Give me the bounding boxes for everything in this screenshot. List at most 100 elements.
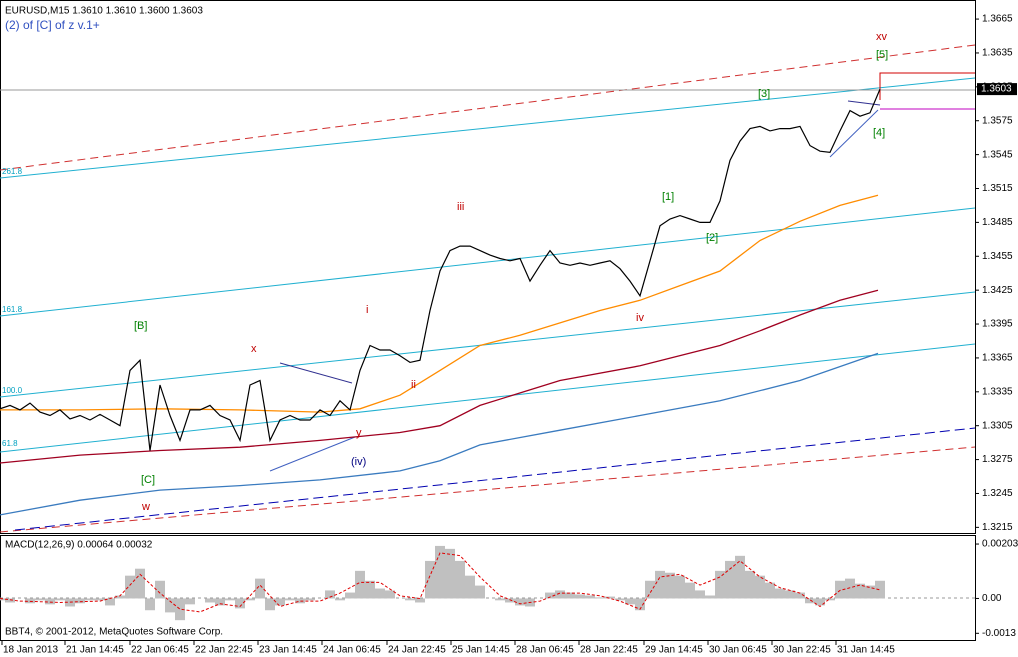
channel-line [0,446,976,533]
chart-title: EURUSD,M15 1.3610 1.3610 1.3600 1.3603 [5,6,203,17]
x-tick-label: 18 Jan 2013 [3,645,58,656]
macd-bar [795,592,805,599]
macd-bar [405,598,415,601]
x-tick-label: 23 Jan 14:45 [259,645,317,656]
macd-bar [845,578,855,599]
chart-subtitle: (2) of [C] of z v.1+ [5,18,100,32]
macd-bar [645,580,655,599]
x-tick-label: 31 Jan 14:45 [837,645,895,656]
annotation: iii [457,201,464,213]
macd-bar [785,590,795,599]
macd-bar [155,580,165,599]
macd-bar [55,598,65,601]
annotation: xv [876,31,888,43]
macd-bar [35,598,45,601]
annotation: 161.8 [2,305,23,314]
macd-bar [175,598,185,621]
macd-bar [545,592,555,599]
macd-bar [725,560,735,599]
annotation: [3] [758,88,770,100]
macd-bar [835,580,845,599]
macd-bar [245,598,255,601]
y-tick-label: 1.3665 [982,14,1013,25]
macd-bar [625,598,635,605]
macd-bar [855,583,865,599]
macd-bar [865,585,875,599]
macd-bar [345,592,355,599]
macd-bar [215,598,225,606]
annotation: 261.8 [2,167,23,176]
y-tick-label: 1.3335 [982,386,1013,397]
macd-bar [675,575,685,599]
x-tick-label: 25 Jan 14:45 [452,645,510,656]
annotation: 100.0 [2,386,23,395]
macd-bar [0,598,5,601]
y-tick-label: 1.3545 [982,149,1013,160]
y-tick-label: 1.3365 [982,353,1013,364]
footer: BBT4, © 2001-2012, MetaQuotes Software C… [5,627,223,638]
macd-bar [685,582,695,599]
y-tick-label: 0.00 [982,593,1002,604]
macd-bar [225,598,235,601]
macd-bar [425,560,435,599]
macd-bar [355,570,365,599]
x-tick-label: 22 Jan 06:45 [131,645,189,656]
fib-line [0,291,976,398]
macd-bar [235,598,245,609]
macd-bar [495,598,505,601]
annotation: [5] [876,49,888,61]
macd-bar [85,598,95,601]
x-tick-label: 28 Jan 22:45 [580,645,638,656]
macd-bar [75,598,85,604]
macd-bar [125,575,135,599]
fib-line [0,207,976,317]
macd-bar [305,598,315,601]
macd-bar [145,598,155,611]
macd-bar [165,598,175,613]
macd-bar [475,585,485,599]
annotation: i [366,304,368,316]
y-tick-label: 1.3425 [982,285,1013,296]
annotation: (iv) [351,456,366,468]
y-tick-label: 1.3515 [982,183,1013,194]
macd-bar [115,595,125,599]
macd-bar [515,598,525,606]
wedge-line [847,100,881,106]
macd-bar [575,594,585,599]
macd-bar [435,545,445,599]
annotation: x [251,343,257,355]
macd-bar [255,578,265,599]
x-tick-label: 21 Jan 14:45 [66,645,124,656]
y-tick-label: 1.3485 [982,217,1013,228]
macd-bar [655,570,665,599]
macd-bar [335,598,345,601]
price-panel [0,0,976,534]
wedge-line [279,362,353,384]
macd-bar [455,560,465,599]
annotation: iv [636,312,644,324]
macd-bar [605,596,615,599]
macd-bar [205,598,215,603]
annotation: w [141,501,150,513]
price-tag-label: 1.3603 [981,84,1012,95]
annotation: [B] [134,320,147,332]
macd-bar [95,598,105,601]
macd-bar [595,597,605,599]
fib-line [0,343,976,453]
x-tick-label: 29 Jan 14:45 [645,645,703,656]
y-tick-label: 1.3575 [982,115,1013,126]
moving-average [0,289,879,464]
signal-line [0,552,881,613]
price-line [0,88,881,451]
y-tick-label: 1.3635 [982,48,1013,59]
macd-title: MACD(12,26,9) 0.00064 0.00032 [5,540,153,551]
x-tick-label: 30 Jan 22:45 [773,645,831,656]
macd-bar [565,592,575,599]
macd-bar [665,572,675,599]
macd-bar [705,595,715,599]
wedge-line [829,109,879,158]
macd-bar [875,580,885,599]
macd-bar [505,598,515,603]
x-tick-label: 22 Jan 22:45 [195,645,253,656]
